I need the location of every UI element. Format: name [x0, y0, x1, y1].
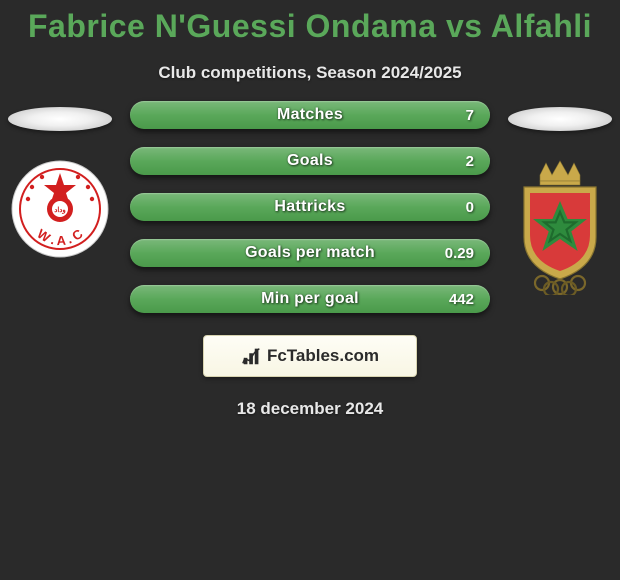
svg-text:وداد: وداد: [54, 206, 66, 214]
right-crest-wrap: [510, 159, 610, 300]
comparison-card: Fabrice N'Guessi Ondama vs Alfahli Club …: [0, 0, 620, 419]
stat-value: 0: [466, 199, 474, 216]
stats-column: Matches 7 Goals 2 Hattricks 0 Goals per …: [120, 101, 500, 313]
far-rabat-crest: [510, 159, 610, 295]
stat-label: Min per goal: [261, 290, 359, 308]
bar-chart-icon: [241, 345, 263, 367]
subtitle: Club competitions, Season 2024/2025: [0, 63, 620, 83]
stat-row-hattricks: Hattricks 0: [130, 193, 490, 221]
left-player-oval: [8, 107, 112, 131]
stat-row-goals-per-match: Goals per match 0.29: [130, 239, 490, 267]
stat-label: Goals: [287, 152, 333, 170]
main-row: وداد W . A . C Matches 7: [0, 107, 620, 313]
date-line: 18 december 2024: [0, 399, 620, 419]
stat-label: Hattricks: [274, 198, 345, 216]
stat-value: 0.29: [445, 245, 474, 262]
brand-text: FcTables.com: [267, 346, 379, 366]
right-column: [500, 107, 620, 300]
left-column: وداد W . A . C: [0, 107, 120, 264]
brand-badge[interactable]: FcTables.com: [203, 335, 417, 377]
wydad-ac-crest: وداد W . A . C: [10, 159, 110, 259]
stat-value: 2: [466, 153, 474, 170]
right-player-oval: [508, 107, 612, 131]
stat-row-goals: Goals 2: [130, 147, 490, 175]
stat-row-min-per-goal: Min per goal 442: [130, 285, 490, 313]
stat-label: Goals per match: [245, 244, 375, 262]
left-crest-wrap: وداد W . A . C: [10, 159, 110, 264]
stat-value: 442: [449, 291, 474, 308]
page-title: Fabrice N'Guessi Ondama vs Alfahli: [0, 0, 620, 45]
stat-label: Matches: [277, 106, 343, 124]
stat-row-matches: Matches 7: [130, 101, 490, 129]
stat-value: 7: [466, 107, 474, 124]
